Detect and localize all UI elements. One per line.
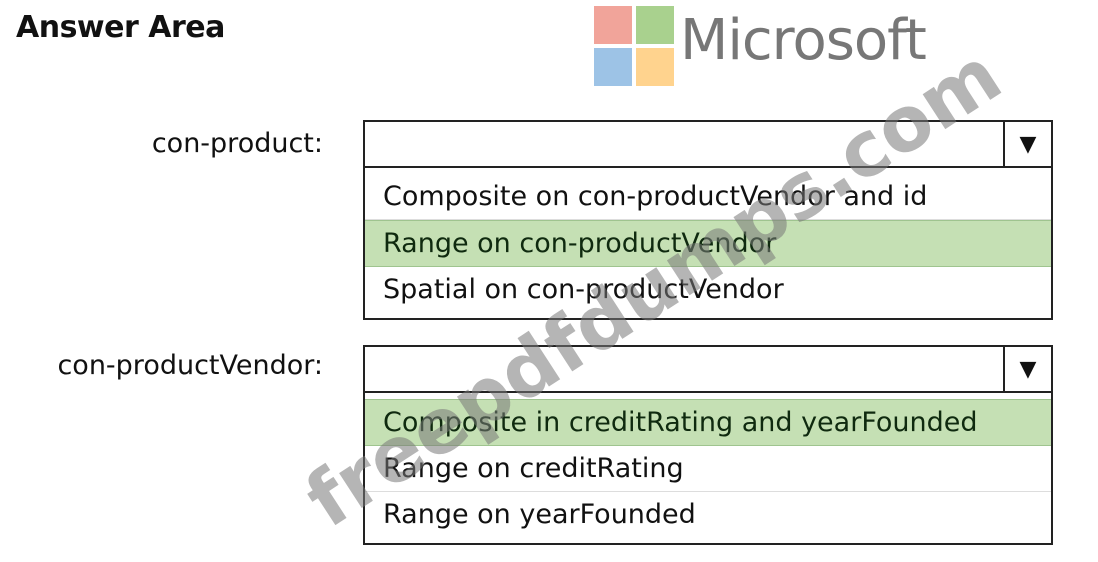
dropdown-options: Composite on con-productVendor and id Ra… [365,168,1051,318]
con-product-label: con-product: [151,128,323,159]
microsoft-logo-icon [594,6,674,86]
chevron-down-icon[interactable]: ▼ [1003,122,1051,166]
dropdown-options: Composite in creditRating and yearFounde… [365,393,1051,543]
con-productvendor-dropdown[interactable]: ▼ Composite in creditRating and yearFoun… [363,345,1053,545]
con-productvendor-label: con-productVendor: [57,350,323,381]
dropdown-option-highlighted[interactable]: Range on con-productVendor [365,220,1051,267]
microsoft-logo-text: Microsoft [680,8,927,73]
dropdown-option[interactable]: Range on yearFounded [383,499,696,530]
dropdown-option[interactable]: Range on creditRating [365,446,1051,492]
answer-area-title: Answer Area [16,10,225,45]
dropdown-option-highlighted[interactable]: Composite in creditRating and yearFounde… [365,399,1051,446]
chevron-down-icon[interactable]: ▼ [1003,347,1051,391]
dropdown-selected-value[interactable] [365,122,1051,168]
dropdown-option[interactable]: Spatial on con-productVendor [383,274,784,305]
dropdown-selected-value[interactable] [365,347,1051,393]
dropdown-option[interactable]: Composite on con-productVendor and id [365,174,1051,220]
con-product-dropdown[interactable]: ▼ Composite on con-productVendor and id … [363,120,1053,320]
